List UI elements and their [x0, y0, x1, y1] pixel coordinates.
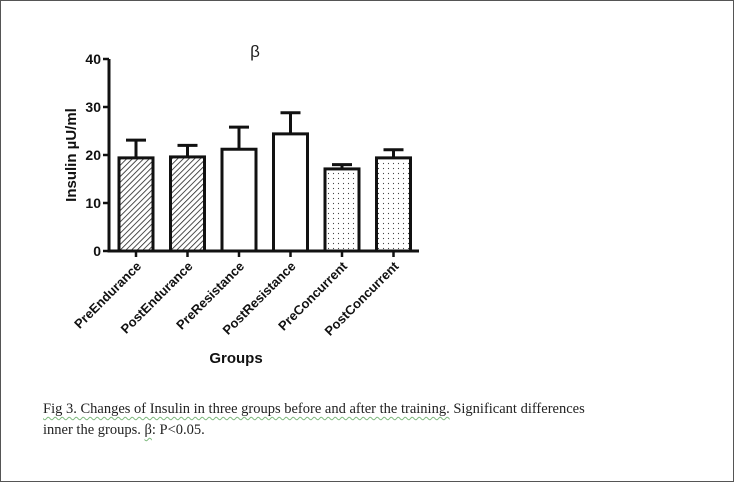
caption-line2a: inner the groups.	[43, 422, 145, 438]
caption-line2b: : P<0.05.	[151, 422, 205, 438]
y-tick-label: 20	[85, 147, 101, 163]
chart-title: β	[250, 42, 260, 61]
bar	[323, 167, 361, 253]
bar	[375, 156, 412, 253]
caption-main: Fig 3. Changes of Insulin in three group…	[43, 401, 450, 417]
y-tick-label: 30	[85, 99, 101, 115]
bar	[220, 147, 258, 253]
bar	[272, 132, 309, 253]
y-tick-label: 0	[93, 243, 101, 259]
bar	[117, 156, 155, 253]
caption-rest: Significant differences	[449, 401, 585, 417]
insulin-bar-chart: β Insulin µU/ml Groups 010203040PreEndur…	[63, 42, 419, 367]
y-axis-label: Insulin µU/ml	[63, 108, 80, 202]
figure-caption: Fig 3. Changes of Insulin in three group…	[43, 399, 723, 441]
caption-beta: β	[144, 422, 152, 438]
y-tick-label: 10	[85, 195, 101, 211]
y-tick-label: 40	[85, 51, 101, 67]
x-axis-label: Groups	[209, 350, 262, 367]
bar	[169, 155, 206, 253]
